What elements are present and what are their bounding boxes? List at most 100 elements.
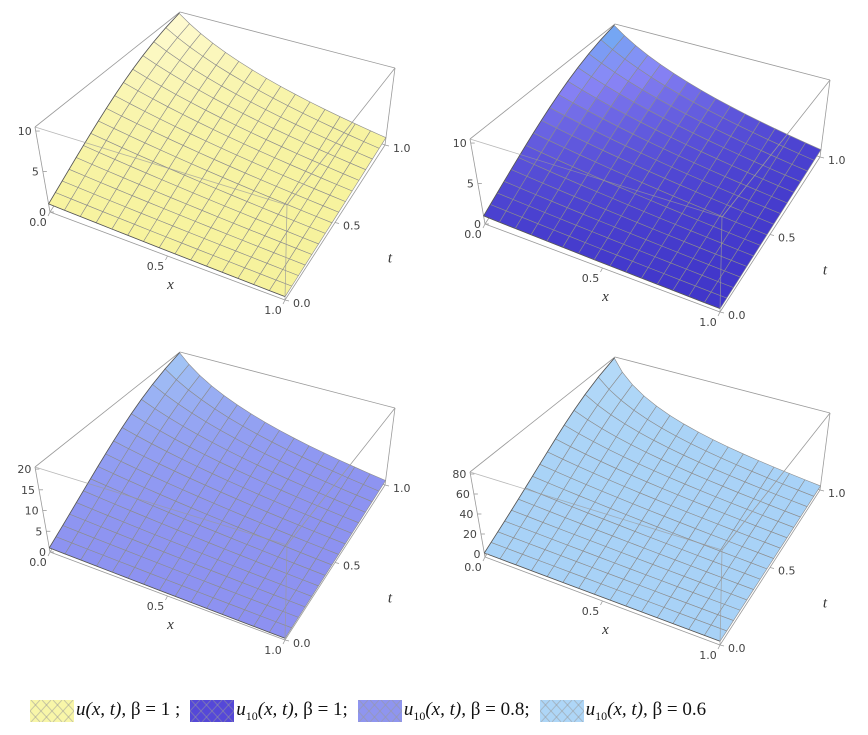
plot-u10-beta-1: 0 5 10 0.0 0.5 1.0 0.0 0.5 1.0 x t [435,12,868,352]
z-axis-line [469,138,486,225]
x-tick-label: 1.0 [699,649,717,662]
box-edge [34,466,288,546]
t-tick-mark [719,311,725,314]
box-edge [469,138,723,218]
box-edge [34,126,288,206]
z-tick-label: 10 [25,505,39,518]
legend-item: u(x, t), β = 1 ; [30,699,180,724]
x-tick-label: 1.0 [699,316,717,329]
x-axis-line [484,223,721,313]
legend-label: u10(x, t), β = 0.8; [403,699,530,723]
z-tick-label: 0 [39,206,46,219]
t-tick-mark [819,156,825,159]
legend-label: u(x, t), β = 1 ; [76,699,181,720]
surface-mesh [48,352,386,639]
x-tick-label: 0.0 [29,216,47,229]
x-tick-label: 0.0 [464,228,482,241]
box-edge [719,216,723,313]
z-tick-label: 20 [17,463,31,476]
x-axis-label: x [166,617,174,633]
legend-swatch [357,700,402,723]
box-edge [286,407,396,546]
t-tick-label: 0.0 [728,309,746,322]
box-edge [614,356,831,414]
legend-item: u10(x, t), β = 1; [190,699,348,724]
legend-item: u10(x, t), β = 0.6 [539,699,707,724]
legend-item: u10(x, t), β = 0.8; [357,699,530,724]
x-axis-line [484,556,721,646]
x-tick-label: 0.0 [29,556,47,569]
box-edge [721,412,831,551]
box-edge [284,204,288,301]
box-edge [34,351,181,468]
surface-plot-2: 0 5 10 0.0 0.5 1.0 0.0 0.5 1.0 x t [453,23,846,329]
surface-edge [48,352,180,549]
box-edge [721,79,831,218]
t-tick-label: 0.5 [778,232,796,245]
surface-plot-4: 0 20 40 60 80 0.0 0.5 1.0 0.0 0.5 1.0 x t [452,356,846,662]
z-tick-label: 5 [35,525,42,538]
surface-edge [48,13,180,205]
box-edge [469,23,616,140]
t-tick-mark [284,299,290,302]
x-tick-label: 0.5 [147,260,165,273]
box-edge [384,407,396,486]
x-tick-label: 0.0 [464,561,482,574]
box-edge [469,356,616,473]
box-edge [819,79,831,158]
t-tick-label: 1.0 [393,142,411,155]
z-axis-line [34,126,51,213]
box-edge [469,471,723,551]
box-edge [614,23,831,81]
x-axis-label: x [601,622,609,638]
t-tick-mark [769,567,775,569]
x-tick-mark [165,255,168,261]
x-axis-label: x [166,277,174,293]
t-tick-label: 0.5 [343,560,361,573]
x-tick-label: 0.5 [582,605,600,618]
x-tick-mark [600,267,603,273]
t-axis-label: t [823,596,828,612]
z-tick-label: 80 [452,468,466,481]
x-tick-mark [717,644,721,650]
t-axis-label: t [388,591,393,607]
t-tick-mark [819,489,825,492]
x-tick-mark [717,311,721,317]
plot-u10-beta-0.8: 0 5 10 15 20 0.0 0.5 1.0 0.0 0.5 1.0 x t [0,340,435,680]
t-tick-label: 0.5 [343,220,361,233]
z-tick-label: 10 [453,137,467,150]
surface-mesh [483,357,821,642]
z-tick-label: 0 [473,548,480,561]
z-tick-label: 0 [474,218,481,231]
x-tick-mark [482,223,486,229]
z-axis-line [34,466,51,553]
z-tick-label: 5 [32,166,39,179]
x-tick-mark [47,211,51,217]
x-tick-mark [482,556,486,562]
legend-swatch [30,700,74,723]
plot-u10-beta-0.6: 0 20 40 60 80 0.0 0.5 1.0 0.0 0.5 1.0 x t [435,345,868,685]
x-tick-label: 1.0 [264,304,282,317]
box-edge [179,351,396,409]
t-tick-mark [384,484,390,487]
z-tick-label: 0 [39,546,46,559]
x-tick-label: 0.5 [582,272,600,285]
x-axis-line [49,551,286,641]
box-edge [286,67,396,206]
surface-edge [483,215,721,310]
z-tick-label: 15 [21,484,35,497]
legend-swatch [539,700,584,723]
t-axis-label: t [823,263,828,279]
surface-edge [484,552,721,642]
box-edge [34,11,181,128]
surface-edge [483,357,615,554]
box-edge [284,544,288,641]
x-tick-mark [282,299,286,305]
surface-plot-1: 0 5 10 0.0 0.5 1.0 0.0 0.5 1.0 x t [18,11,411,317]
legend-swatch [190,700,235,723]
t-tick-label: 1.0 [393,482,411,495]
t-tick-mark [719,644,725,647]
x-tick-mark [600,600,603,606]
t-tick-label: 0.0 [293,297,311,310]
legend-label: u10(x, t), β = 0.6 [585,699,707,723]
